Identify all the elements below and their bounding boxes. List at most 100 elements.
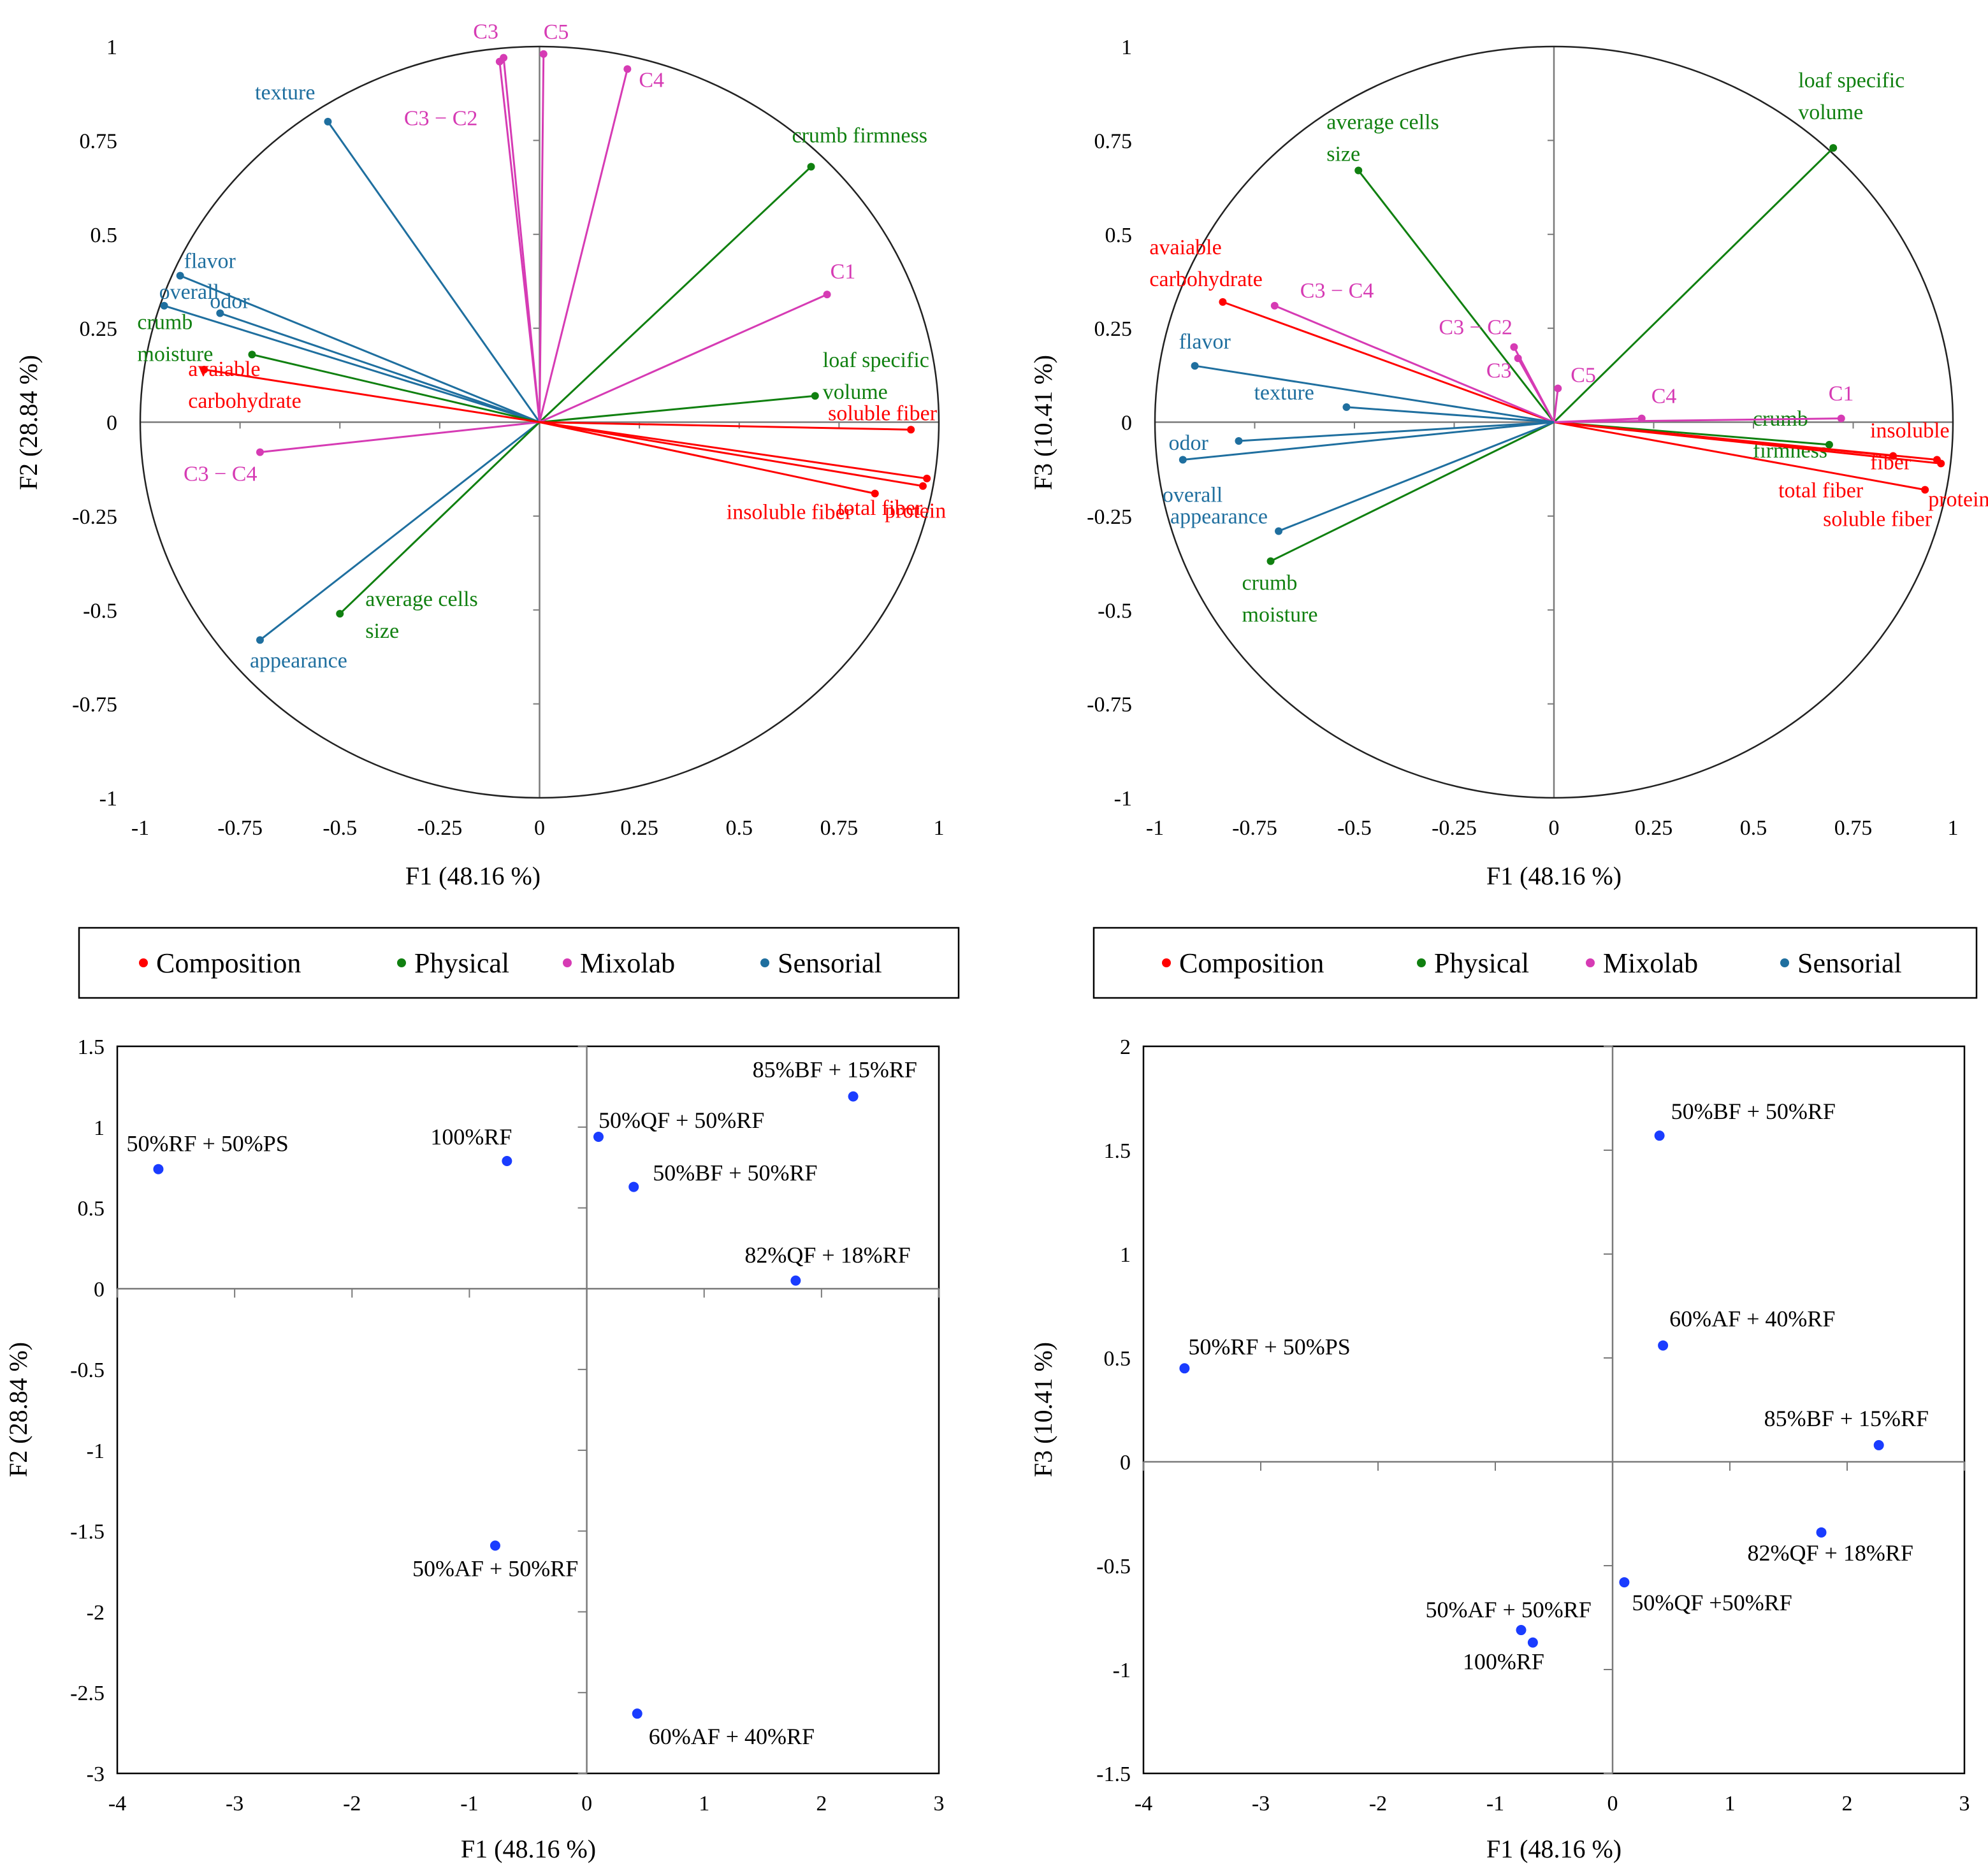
point-85-bf-15-rf <box>1873 1439 1884 1450</box>
vector-c1 <box>1553 417 1841 423</box>
x-axis-title: F1 (48.16 %) <box>1486 1835 1622 1863</box>
point-label-85-bf-15-rf: 85%BF + 15%RF <box>753 1057 917 1083</box>
point-50-qf-50-rf <box>1619 1577 1630 1588</box>
vector-point-protein <box>1937 459 1945 468</box>
vector-point-soluble-fiber <box>907 426 915 434</box>
point-50-rf-50-ps <box>1179 1363 1190 1374</box>
vector-odor <box>219 312 540 423</box>
y-tick-label: 0.5 <box>1104 1347 1131 1371</box>
x-tick-label: 0.75 <box>820 816 859 840</box>
point-50-bf-50-rf <box>1654 1130 1665 1141</box>
vector-label-soluble-fiber: soluble fiber <box>1823 508 1933 531</box>
vector-point-c3 <box>1514 354 1522 363</box>
vector-label-c3: C3 <box>1486 359 1512 382</box>
x-tick-label: -0.25 <box>1432 816 1477 840</box>
y-tick-label: -0.25 <box>72 505 117 529</box>
point-82-qf-18-rf <box>790 1275 801 1286</box>
y-axis-title: F3 (10.41 %) <box>1029 1342 1057 1477</box>
vector-point-odor <box>216 309 224 317</box>
x-axis-title: F1 (48.16 %) <box>405 862 541 890</box>
vector-c4 <box>539 69 628 422</box>
vector-point-avaiable-carbohydrate <box>200 365 208 373</box>
vector-crumb-moisture <box>252 353 540 423</box>
vector-point-c3-c4 <box>1270 301 1279 310</box>
vector-point-overall <box>1179 456 1187 464</box>
point-50-bf-50-rf <box>628 1181 639 1192</box>
vector-point-average-cells-size <box>1354 166 1363 175</box>
point-label-82-qf-18-rf: 82%QF + 18%RF <box>1748 1540 1913 1566</box>
y-tick-label: -1 <box>1114 787 1132 811</box>
x-tick-label: -4 <box>108 1792 126 1815</box>
point-85-bf-15-rf <box>848 1091 859 1102</box>
x-tick-label: 0 <box>534 816 545 840</box>
vector-label-protein: protein <box>885 500 946 523</box>
point-label-50-rf-50-ps: 50%RF + 50%PS <box>126 1131 288 1157</box>
vector-label-odor: odor <box>210 290 250 314</box>
vector-point-c5 <box>539 50 548 58</box>
y-tick-label: -2.5 <box>70 1682 105 1705</box>
vector-odor <box>1238 421 1555 442</box>
y-tick-label: 0.25 <box>80 317 118 341</box>
y-tick-label: 0 <box>1121 412 1132 435</box>
vector-point-crumb-moisture <box>248 350 256 359</box>
vector-point-texture <box>324 117 332 126</box>
point-label-60-af-40-rf: 60%AF + 40%RF <box>1669 1306 1835 1331</box>
point-label-50-rf-50-ps: 50%RF + 50%PS <box>1188 1334 1350 1359</box>
point-100-rf <box>1527 1637 1538 1648</box>
vector-label-flavor: flavor <box>1179 330 1231 354</box>
x-tick-label: 1 <box>934 816 945 840</box>
y-tick-label: 1 <box>1121 36 1132 59</box>
observations-plot-f1-f3: -4 -3 -2 -1 0 1 2 3 2 1.5 1 0.5 0 -0.5 -1 -1.5 50%BF + 5… <box>1029 1035 1970 1863</box>
x-tick-label: -1 <box>1146 816 1164 840</box>
y-tick-label: 1.5 <box>1104 1139 1131 1163</box>
vector-label-c1: C1 <box>1829 382 1854 406</box>
vector-protein <box>539 421 924 487</box>
point-60-af-40-rf <box>1658 1340 1669 1351</box>
vector-point-crumb-firmness <box>807 162 815 171</box>
legend-label-sensorial: Sensorial <box>778 948 882 979</box>
y-tick-label: -1 <box>99 787 117 811</box>
y-tick-label: 1.5 <box>78 1035 105 1059</box>
x-tick-label: 0.25 <box>620 816 658 840</box>
legend-marker-physical <box>1417 958 1426 967</box>
x-tick-label: -2 <box>1369 1792 1387 1815</box>
vector-point-c3-c4 <box>256 448 264 456</box>
vector-avaiable-carbohydrate <box>204 368 540 423</box>
vector-point-overall <box>160 301 168 310</box>
vector-label-c3: C3 <box>473 20 498 44</box>
vector-label-crumb-moisture: crumb moisture <box>137 310 213 366</box>
y-tick-label: 0.5 <box>78 1197 105 1221</box>
y-tick-label: 0 <box>94 1278 105 1301</box>
point-50-af-50-rf <box>1516 1625 1527 1636</box>
vector-soluble-fiber <box>539 421 911 431</box>
y-tick-label: 0.25 <box>1094 317 1133 341</box>
x-tick-label: 0.5 <box>1740 816 1767 840</box>
y-tick-label: -0.5 <box>1098 599 1132 623</box>
plot-frame <box>116 1045 940 1775</box>
x-tick-label: 1 <box>1725 1792 1736 1815</box>
y-tick-label: -1.5 <box>1096 1763 1131 1786</box>
vector-point-crumb-firmness <box>1825 440 1833 449</box>
vector-c5 <box>539 54 545 422</box>
vector-label-loaf-specific-volume: loaf specific volume <box>1798 69 1905 124</box>
point-label-50-bf-50-rf: 50%BF + 50%RF <box>1671 1099 1836 1124</box>
x-tick-label: 0 <box>1549 816 1560 840</box>
vector-label-c3-c2: C3 − C2 <box>1439 316 1513 340</box>
x-tick-label: -0.5 <box>323 816 357 840</box>
y-tick-label: 0.5 <box>91 224 118 247</box>
vector-label-loaf-specific-volume: loaf specific volume <box>823 349 929 404</box>
vector-c3-c4 <box>259 421 540 454</box>
vector-c3-c4 <box>1274 305 1555 423</box>
point-label-85-bf-15-rf: 85%BF + 15%RF <box>1764 1406 1929 1431</box>
point-label-50-af-50-rf: 50%AF + 50%RF <box>1425 1597 1591 1622</box>
vector-label-insoluble-fiber: insoluble fiber <box>1870 419 1950 474</box>
vector-c5 <box>1553 388 1559 422</box>
vector-point-c1 <box>823 291 831 299</box>
legend-marker-sensorial <box>760 958 769 967</box>
y-axis-title: F3 (10.41 %) <box>1029 355 1057 490</box>
legend-label-mixolab: Mixolab <box>1603 948 1698 979</box>
vector-point-loaf-specific-volume <box>1829 144 1838 152</box>
x-tick-label: -3 <box>1252 1792 1270 1815</box>
x-tick-label: 0 <box>581 1792 592 1815</box>
